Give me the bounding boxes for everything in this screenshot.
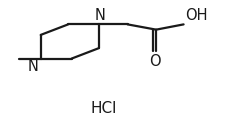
Text: N: N: [27, 59, 38, 74]
Text: OH: OH: [184, 8, 206, 23]
Text: N: N: [94, 8, 105, 23]
Text: HCl: HCl: [90, 101, 116, 116]
Text: O: O: [149, 54, 160, 69]
